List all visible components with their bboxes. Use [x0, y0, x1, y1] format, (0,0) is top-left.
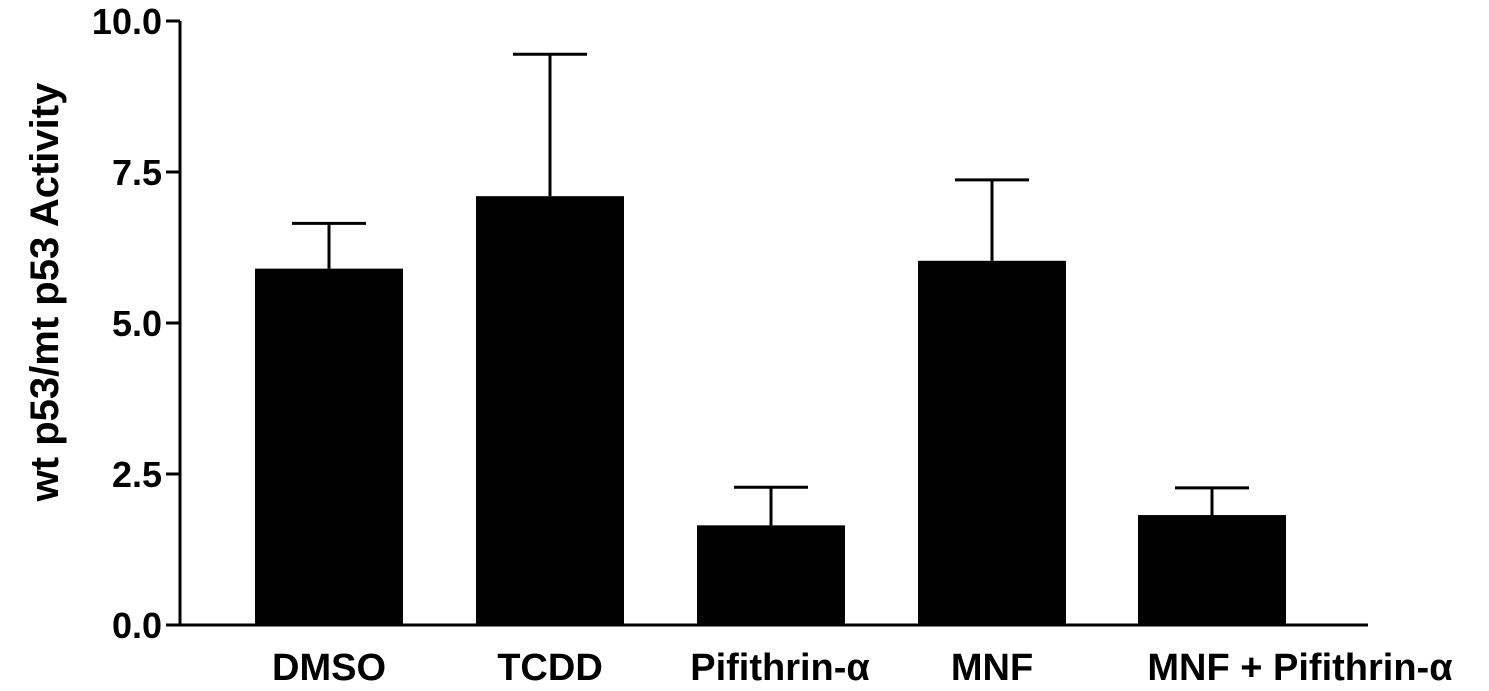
y-axis-title: wt p53/mt p53 Activity — [23, 82, 67, 502]
x-category-label: MNF — [951, 647, 1033, 689]
bar — [476, 196, 624, 625]
bars — [255, 196, 1286, 625]
y-tick-label: 0.0 — [112, 605, 162, 646]
bar — [1138, 515, 1286, 625]
x-category-label: Pifithrin-α — [690, 647, 870, 689]
y-tick-label: 7.5 — [112, 152, 162, 193]
bar — [697, 525, 845, 625]
bar — [918, 260, 1066, 625]
bar — [255, 268, 403, 625]
y-tick-label: 2.5 — [112, 454, 162, 495]
x-category-labels: DMSO TCDD Pifithrin-α MNF MNF + Pifithrin-α — [272, 647, 1453, 689]
x-category-label: TCDD — [497, 647, 603, 689]
x-category-label: MNF + Pifithrin-α — [1147, 647, 1452, 689]
y-tick-label: 5.0 — [112, 303, 162, 344]
y-tick-labels: 0.0 2.5 5.0 7.5 10.0 — [92, 1, 162, 646]
y-tick-label: 10.0 — [92, 1, 162, 42]
x-category-label: DMSO — [272, 647, 386, 689]
error-bars — [292, 52, 1249, 526]
